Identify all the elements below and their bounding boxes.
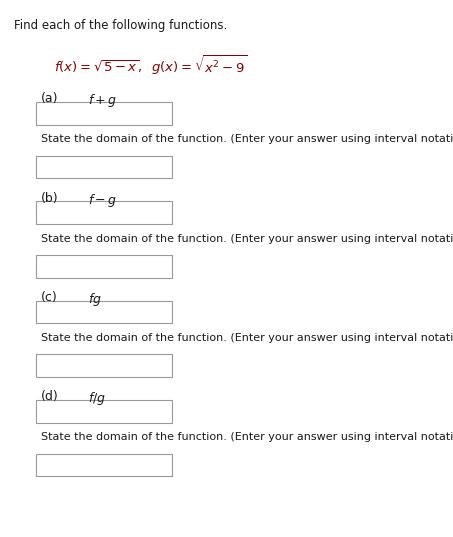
Bar: [36, 102, 172, 125]
Bar: [36, 454, 172, 476]
Bar: [36, 255, 172, 278]
Text: $f/g$: $f/g$: [88, 390, 106, 408]
Text: (d): (d): [41, 390, 58, 403]
Text: (c): (c): [41, 291, 58, 304]
Text: (b): (b): [41, 192, 58, 205]
Text: (a): (a): [41, 92, 58, 105]
Text: State the domain of the function. (Enter your answer using interval notation.): State the domain of the function. (Enter…: [41, 333, 453, 343]
Text: State the domain of the function. (Enter your answer using interval notation.): State the domain of the function. (Enter…: [41, 234, 453, 244]
Bar: [36, 301, 172, 323]
Text: State the domain of the function. (Enter your answer using interval notation.): State the domain of the function. (Enter…: [41, 134, 453, 144]
Text: Find each of the following functions.: Find each of the following functions.: [14, 19, 227, 32]
Text: $f-g$: $f-g$: [88, 192, 117, 209]
Text: $f(x) = \sqrt{5-x},\;\; g(x) = \sqrt{x^2-9}$: $f(x) = \sqrt{5-x},\;\; g(x) = \sqrt{x^2…: [54, 54, 248, 77]
Text: $fg$: $fg$: [88, 291, 102, 308]
Bar: [36, 156, 172, 178]
Text: State the domain of the function. (Enter your answer using interval notation.): State the domain of the function. (Enter…: [41, 432, 453, 442]
Bar: [36, 400, 172, 423]
Text: $f+g$: $f+g$: [88, 92, 117, 110]
Bar: [36, 354, 172, 377]
Bar: [36, 201, 172, 224]
